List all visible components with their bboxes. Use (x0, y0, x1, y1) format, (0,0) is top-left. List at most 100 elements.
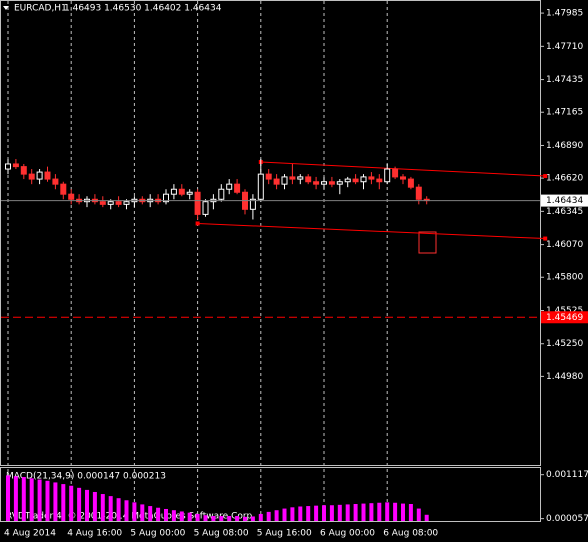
candle-body (36, 171, 43, 180)
macd-bar (203, 515, 208, 521)
macd-bar (314, 505, 319, 521)
macd-bar (385, 502, 390, 521)
candle-body (368, 176, 375, 180)
signal-box (418, 231, 437, 254)
main-frame (0, 0, 541, 466)
footer: RVDTrader 4, © 2001-2014 MetaQuotes Soft… (6, 512, 255, 522)
macd-bar (322, 505, 326, 521)
y-tick-label: 0.001117 (546, 470, 588, 480)
candle-body (273, 178, 280, 185)
candle-body (376, 178, 383, 183)
candle-body (384, 168, 391, 183)
candle-body (115, 201, 122, 205)
macd-bar (187, 512, 192, 521)
macd-bar (290, 507, 295, 521)
candle-body (328, 181, 335, 185)
y-tick-label: 1.45250 (546, 339, 583, 349)
macd-bar (77, 487, 82, 521)
macd-bar (37, 479, 42, 521)
y-tick-label: 1.44980 (546, 372, 583, 382)
candle-body (289, 176, 296, 180)
macd-bar (13, 476, 18, 521)
macd-bar (124, 500, 129, 521)
macd-bar (132, 502, 137, 521)
x-tick-label: 5 Aug 16:00 (257, 529, 312, 539)
macd-bar (424, 514, 429, 521)
current-price-label: 1.46434 (546, 196, 583, 206)
macd-bar (21, 477, 26, 521)
macd-bar (361, 503, 366, 521)
macd-bar (92, 491, 97, 521)
y-tick-label: 1.47435 (546, 75, 583, 85)
macd-bar (140, 504, 145, 521)
x-tick-label: 4 Aug 16:00 (67, 529, 122, 539)
macd-bar (116, 498, 121, 521)
candle-body (392, 168, 399, 178)
y-tick-label: 0.000057 (546, 514, 588, 524)
candle-body (202, 201, 209, 215)
trendline (260, 161, 546, 177)
candle-body (226, 183, 233, 190)
macd-bar (345, 504, 350, 521)
y-tick-label: 1.45800 (546, 273, 583, 283)
macd-bar (337, 504, 342, 521)
candle-body (344, 178, 351, 183)
candle-body (265, 173, 272, 180)
quote: 1.46493 1.46530 1.46402 1.46434 (64, 4, 222, 14)
macd-bar (6, 475, 10, 521)
candle-body (400, 176, 406, 180)
current-price-tag (541, 194, 588, 207)
macd-bar (45, 480, 50, 521)
candle-body (297, 176, 304, 180)
y-tick-label: 1.46345 (546, 207, 583, 217)
candle-body (194, 191, 201, 215)
candle-body (360, 176, 367, 183)
macd-title: MACD(21,34,9) 0.000147 0.000213 (6, 472, 166, 482)
x-tick-label: 5 Aug 08:00 (194, 529, 249, 539)
y-tick-label: 1.47165 (546, 108, 583, 118)
candle-body (313, 181, 320, 185)
macd-bar (416, 508, 421, 521)
chart-title: EURCAD,H1 (14, 4, 67, 14)
level-tag (541, 311, 588, 324)
candle-body (123, 201, 130, 205)
macd-bar (250, 516, 255, 521)
macd-bar (401, 503, 405, 521)
macd-bar (266, 511, 271, 521)
candle-body (321, 181, 327, 185)
candle-body (186, 191, 193, 195)
candle-body (5, 163, 11, 170)
macd-bar (369, 503, 374, 521)
macd-bar (408, 504, 413, 521)
candle-body (305, 176, 312, 183)
macd-bar (219, 516, 224, 521)
macd-bar (329, 505, 334, 521)
macd-bar (85, 489, 89, 521)
trendline (197, 222, 546, 240)
macd-bar (53, 482, 58, 521)
macd-bar (377, 502, 382, 521)
candle-body (407, 178, 414, 188)
candle-body (12, 163, 19, 168)
candle-body (44, 171, 51, 180)
y-tick-label: 1.47710 (546, 42, 583, 52)
candle-body (178, 188, 185, 195)
candle-body (107, 201, 114, 205)
macd-bar (29, 478, 34, 521)
x-tick-label: 4 Aug 2014 (4, 529, 56, 539)
trendline-anchor (543, 174, 548, 179)
candle-body (20, 166, 27, 175)
x-tick-label: 6 Aug 00:00 (320, 529, 375, 539)
candle-body (52, 178, 59, 185)
candle-body (249, 198, 256, 210)
macd-bar (156, 507, 161, 521)
trendline-anchor (543, 236, 548, 241)
candle-body (163, 193, 169, 203)
trendline-anchor (195, 221, 200, 226)
macd-bar (148, 506, 153, 521)
candle-body (170, 188, 177, 195)
macd-bar (164, 508, 168, 521)
y-tick-label: 1.47985 (546, 9, 583, 19)
macd-bar (282, 508, 287, 521)
